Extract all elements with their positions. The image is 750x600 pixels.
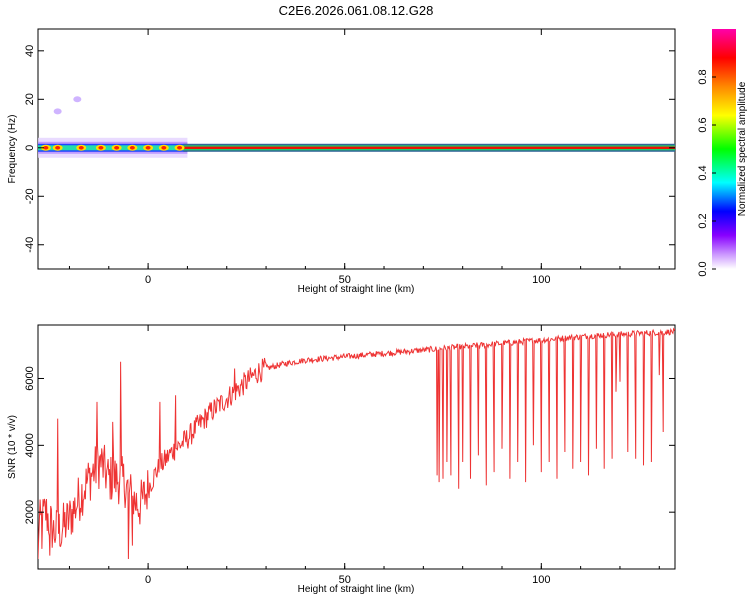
colorbar-tick-label: 0.2 [697, 213, 709, 228]
chart-title: C2E6.2026.061.08.12.G28 [279, 3, 434, 18]
colorbar-tick-label: 0.8 [697, 69, 709, 84]
colorbar-label: Normalized spectral amplitude [737, 81, 748, 216]
spectrogram-xtick-label: 100 [532, 274, 550, 286]
colorbar-gradient [712, 29, 736, 269]
spectrogram-ytick-label: 0 [24, 145, 36, 151]
spectrogram-heat [38, 96, 675, 158]
spectrogram-ytick-label: 40 [24, 45, 36, 57]
snr-ylabel: SNR (10 * v/v) [7, 415, 18, 479]
snr-ytick-label: 2000 [24, 500, 36, 524]
colorbar: 0.0 0.2 0.4 0.6 0.8 Normalized spectral ampl… [697, 29, 748, 277]
snr-xtick-label: 50 [339, 574, 351, 586]
ridge-blob-core [43, 145, 49, 150]
spectrogram-ylabel: Frequency (Hz) [7, 115, 18, 184]
spectrogram-ytick-label: -40 [24, 237, 36, 253]
ridge-blob-core [78, 145, 84, 150]
stray-point [73, 96, 82, 103]
colorbar-tick-label: 0.0 [697, 261, 709, 276]
ridge-blob-core [55, 145, 61, 150]
ridge-blob-core [129, 145, 135, 150]
ridge-blob-core [98, 145, 104, 150]
spectrogram-xtick-label: 50 [339, 274, 351, 286]
snr-line [38, 327, 675, 560]
ridge-blob-core [114, 145, 120, 150]
snr-xlabel: Height of straight line (km) [298, 584, 415, 595]
colorbar-ticks: 0.0 0.2 0.4 0.6 0.8 [697, 69, 716, 277]
snr-ytick-label: 4000 [24, 433, 36, 457]
ridge-blob-core [161, 145, 167, 150]
spectrogram-panel: 0 50 100 -40 -20 0 20 40 Height of straight lin… [7, 28, 676, 295]
stray-point [53, 108, 62, 115]
spectrogram-ticks: 0 50 100 -40 -20 0 20 40 [24, 29, 675, 286]
ridge-blob-core [177, 145, 183, 150]
snr-ytick-label: 6000 [24, 366, 36, 390]
spectrogram-ytick-label: -20 [24, 188, 36, 204]
snr-series [38, 327, 675, 560]
snr-ticks: 0 50 100 2000 4000 6000 [24, 325, 675, 586]
spectrogram-xlabel: Height of straight line (km) [298, 284, 415, 295]
colorbar-tick-label: 0.6 [697, 117, 709, 132]
snr-xtick-label: 100 [532, 574, 550, 586]
spectrogram-ytick-label: 20 [24, 93, 36, 105]
snr-frame [37, 324, 676, 570]
colorbar-tick-label: 0.4 [697, 165, 709, 180]
ridge-core [183, 146, 675, 149]
snr-panel: 0 50 100 2000 4000 6000 Height of straight li… [7, 324, 676, 595]
snr-xtick-label: 0 [145, 574, 151, 586]
ridge-blob-core [145, 145, 151, 150]
spectrogram-xtick-label: 0 [145, 274, 151, 286]
